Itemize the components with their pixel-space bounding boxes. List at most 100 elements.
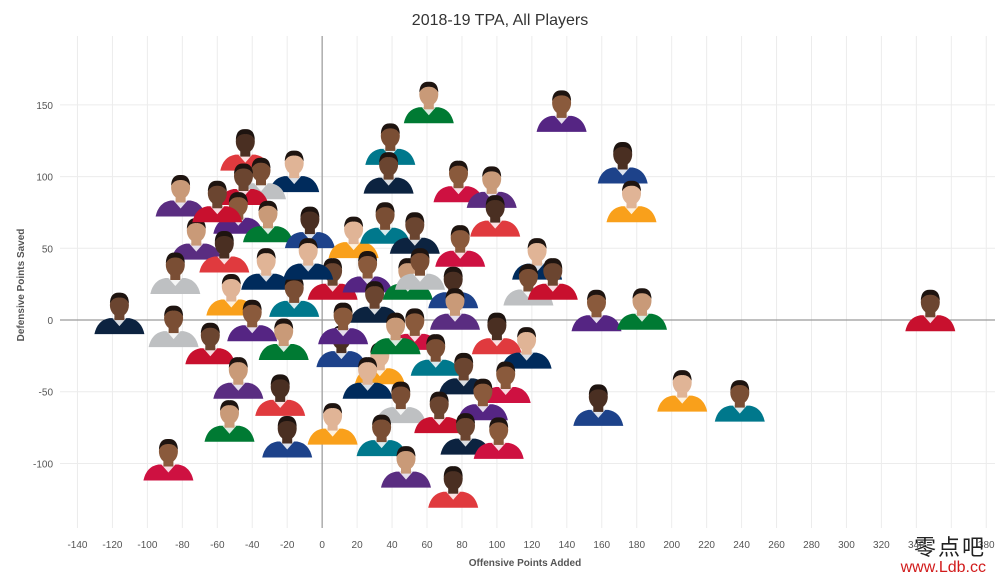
marker-hair <box>221 273 241 285</box>
marker-hair <box>405 212 425 223</box>
player-marker <box>905 289 956 332</box>
marker-head <box>391 382 411 406</box>
marker-head <box>489 418 509 442</box>
marker-head <box>517 328 537 352</box>
x-tick-label: 0 <box>319 540 325 551</box>
player-marker <box>243 200 293 243</box>
marker-head <box>613 143 633 166</box>
watermark-site-url: www.Ldb.cc <box>900 559 986 577</box>
x-tick-label: 20 <box>352 540 364 551</box>
player-marker <box>227 299 278 342</box>
marker-head <box>496 362 516 386</box>
marker-head <box>365 282 385 306</box>
marker-head <box>445 289 465 313</box>
player-marker <box>414 391 465 434</box>
marker-head <box>419 82 439 106</box>
marker-hair <box>228 192 248 203</box>
marker-jersey <box>213 382 264 399</box>
marker-head <box>429 392 449 416</box>
x-tick-label: 260 <box>768 540 785 551</box>
marker-hair <box>386 312 406 324</box>
x-tick-label: -60 <box>210 540 225 551</box>
marker-jersey <box>435 250 486 267</box>
y-tick-label: 150 <box>36 101 53 112</box>
marker-hair <box>482 166 502 177</box>
marker-head <box>164 306 184 330</box>
marker-hair <box>588 384 608 395</box>
marker-head <box>410 249 430 273</box>
marker-head <box>258 201 278 225</box>
marker-hair <box>228 357 248 368</box>
marker-head <box>405 309 425 333</box>
player-marker <box>185 322 236 365</box>
marker-head <box>358 358 378 382</box>
marker-hair <box>365 281 385 292</box>
x-tick-label: 80 <box>456 540 468 551</box>
marker-hair <box>274 318 294 329</box>
player-marker <box>269 275 320 317</box>
marker-hair <box>214 230 234 242</box>
marker-hair <box>419 81 439 93</box>
marker-head <box>449 161 468 185</box>
marker-hair <box>358 357 378 368</box>
marker-hair <box>109 292 129 304</box>
marker-hair <box>277 415 297 427</box>
marker-hair <box>396 446 416 457</box>
marker-head <box>235 130 255 154</box>
y-tick-label: 100 <box>36 173 53 184</box>
marker-hair <box>443 466 463 477</box>
marker-hair <box>405 308 425 319</box>
player-marker <box>536 90 587 132</box>
x-tick-label: -140 <box>67 540 87 551</box>
x-tick-label: 320 <box>873 540 890 551</box>
player-marker <box>527 258 578 300</box>
marker-hair <box>496 361 516 372</box>
marker-hair <box>587 289 606 301</box>
zero-axis-lines <box>60 36 995 528</box>
y-axis-title: Defensive Points Saved <box>16 229 27 342</box>
marker-head <box>396 447 416 471</box>
player-marker <box>148 305 199 348</box>
marker-head <box>333 303 353 327</box>
marker-head <box>165 253 185 277</box>
x-tick-label: 180 <box>628 540 645 551</box>
marker-hair <box>270 374 290 385</box>
marker-hair <box>456 413 475 424</box>
marker-head <box>485 196 505 220</box>
marker-head <box>234 164 253 188</box>
y-tick-label: -100 <box>33 459 53 470</box>
marker-hair <box>234 163 253 174</box>
y-tick-label: 0 <box>47 316 53 327</box>
marker-hair <box>450 225 470 236</box>
player-marker <box>94 292 145 335</box>
player-marker <box>375 381 426 424</box>
player-marker <box>597 141 648 184</box>
marker-head <box>256 249 276 273</box>
marker-head <box>672 371 692 395</box>
marker-hair <box>379 152 399 163</box>
marker-hair <box>207 180 227 192</box>
player-marker <box>617 288 667 330</box>
x-tick-label: 160 <box>593 540 610 551</box>
x-tick-labels: -140 -120 -100 -80 -60 -40 -20 0 20 40 60 80 100 120 1… <box>67 540 995 551</box>
player-marker <box>389 212 440 254</box>
marker-head <box>109 293 129 317</box>
marker-head <box>454 353 474 377</box>
player-marker <box>606 180 657 223</box>
marker-hair <box>323 258 343 269</box>
marker-head <box>379 153 399 177</box>
watermark: 零点吧 www.Ldb.cc <box>901 537 986 577</box>
player-marker <box>258 318 309 360</box>
marker-hair <box>672 370 692 381</box>
marker-head <box>426 335 446 359</box>
player-marker <box>410 334 461 376</box>
marker-hair <box>920 289 940 301</box>
marker-hair <box>622 180 641 192</box>
x-tick-label: -120 <box>102 540 122 551</box>
player-marker <box>573 384 624 426</box>
marker-hair <box>527 238 547 249</box>
marker-hair <box>518 263 538 275</box>
player-marker <box>283 238 334 280</box>
marker-head <box>186 219 206 243</box>
